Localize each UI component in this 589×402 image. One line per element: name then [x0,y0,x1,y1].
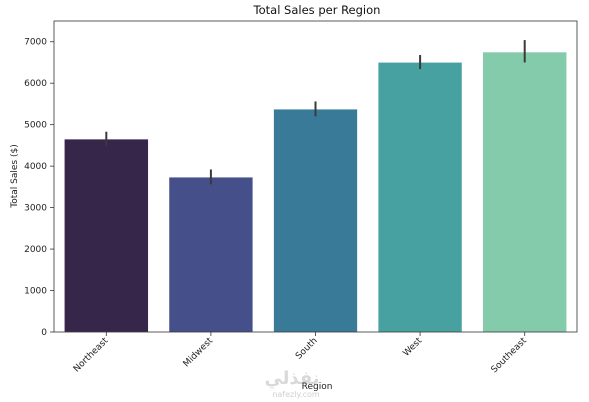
y-tick-label: 5000 [24,121,47,131]
x-tick-label: Midwest [182,336,216,370]
x-tick-label: West [401,336,424,359]
x-tick-label: South [294,336,320,362]
x-tick-label: Southeast [490,336,530,376]
watermark-url: nafezly.com [272,390,320,399]
y-tick-label: 1000 [24,287,47,297]
y-tick-label: 2000 [24,245,47,255]
y-axis-label: Total Sales ($) [10,144,20,208]
y-axis: 0 1000 2000 3000 4000 5000 6000 7000 [24,38,54,338]
bars-group [64,51,567,333]
watermark-logo: نفذلي [264,368,319,389]
x-tick-label: Northeast [72,336,111,375]
bar-west [378,62,463,333]
y-tick-label: 3000 [24,204,47,214]
bar-midwest [168,177,253,333]
bar-southeast [482,51,567,333]
error-bars-group [105,40,526,185]
y-tick-label: 7000 [24,38,47,48]
y-tick-label: 6000 [24,79,47,89]
plot-frame [53,20,578,333]
chart-title: Total Sales per Region [253,3,381,17]
x-axis-label: Region [302,382,333,392]
y-tick-label: 0 [41,328,47,338]
y-tick-label: 4000 [24,162,47,172]
bar-south [273,109,358,333]
bar-northeast [64,139,149,333]
